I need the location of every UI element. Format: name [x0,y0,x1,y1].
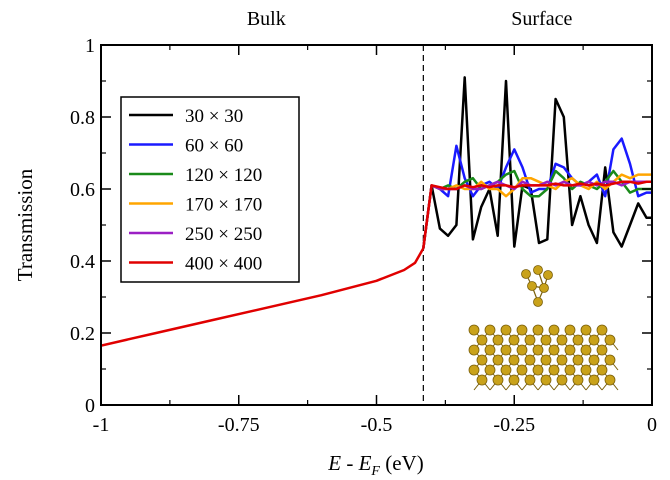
gold-atom [564,364,576,376]
gold-atom [596,344,608,356]
gold-atom [556,334,568,346]
legend-label: 170 × 170 [185,195,262,216]
series-line [422,137,652,249]
gold-atom [476,334,488,346]
bulk-curve [101,247,425,347]
gold-atom [572,374,584,386]
gold-atom [588,374,600,386]
gold-atom [580,344,592,356]
x-axis-label: E - EF (eV) [327,451,423,479]
gold-atom [468,364,480,376]
region-label: Surface [511,8,572,30]
gold-atom [508,334,520,346]
gold-atom [548,344,560,356]
gold-atom [548,364,560,376]
gold-atom [500,344,512,356]
legend-label: 60 × 60 [185,136,243,157]
x-tick-label: -0.5 [361,414,393,436]
gold-atom [540,374,552,386]
gold-atom [564,344,576,356]
legend-label: 30 × 30 [185,106,243,127]
gold-atom [516,364,528,376]
gold-atom [540,354,552,366]
gold-atom [532,324,544,336]
gold-atom [500,324,512,336]
gold-atom [580,324,592,336]
gold-atom [476,374,488,386]
y-tick-label: 0.6 [70,179,95,201]
gold-atom [604,334,616,346]
y-tick-label: 0.8 [70,107,95,129]
legend-box [120,96,300,283]
y-tick-label: 1 [85,35,95,57]
gold-atom [508,374,520,386]
region-label: Bulk [247,8,286,30]
x-axis-label-e: E [327,451,341,475]
x-tick-label: -0.75 [218,414,260,436]
gold-atom [556,374,568,386]
series-line [422,76,652,249]
gold-atom [543,270,553,280]
x-axis-label-sub: F [370,464,380,479]
legend-label: 120 × 120 [185,165,262,186]
y-tick-label: 0.2 [70,323,95,345]
legend: 30 × 30 60 × 60 120 × 120 170 × 170 250 × 25… [120,96,300,283]
gold-atom [492,374,504,386]
gold-atom [516,344,528,356]
gold-atom [484,364,496,376]
gold-atom [492,334,504,346]
gold-surface-molecule-inset [468,265,619,391]
gold-atom [468,344,480,356]
gold-atom [484,324,496,336]
gold-atom [532,344,544,356]
gold-atom [596,364,608,376]
gold-atom [588,354,600,366]
gold-atom [539,283,549,293]
gold-atom [524,374,536,386]
gold-atom [572,354,584,366]
legend-label: 250 × 250 [185,224,262,245]
gold-atom [572,334,584,346]
gold-atom [524,334,536,346]
gold-atom [533,297,543,307]
gold-atom [532,364,544,376]
gold-atom [548,324,560,336]
gold-atom [508,354,520,366]
legend-label: 400 × 400 [185,254,262,275]
series-line [422,169,652,249]
y-tick-label: 0.4 [70,251,95,273]
gold-atom [604,354,616,366]
y-tick-label: 0 [85,395,95,417]
series-line [422,180,652,249]
gold-atom [492,354,504,366]
gold-atom [527,281,537,291]
gold-atom [468,324,480,336]
gold-atom [516,324,528,336]
x-tick-label: -0.25 [493,414,535,436]
gold-atom [596,324,608,336]
gold-atom [556,354,568,366]
gold-atom [476,354,488,366]
y-axis-label: Transmission [13,168,37,281]
x-axis-label-minus: - [341,451,359,475]
gold-atom [580,364,592,376]
gold-atom [588,334,600,346]
gold-atom [521,269,531,279]
gold-atom [533,265,543,275]
gold-atom [604,374,616,386]
gold-atom [500,364,512,376]
gold-atom [540,334,552,346]
gold-atom [564,324,576,336]
x-tick-label: -1 [93,414,110,436]
gold-atom [484,344,496,356]
x-axis-label-unit: (eV) [380,451,424,475]
x-axis-label-ef: E [358,451,372,475]
x-tick-label: 0 [647,414,657,436]
gold-atom [524,354,536,366]
